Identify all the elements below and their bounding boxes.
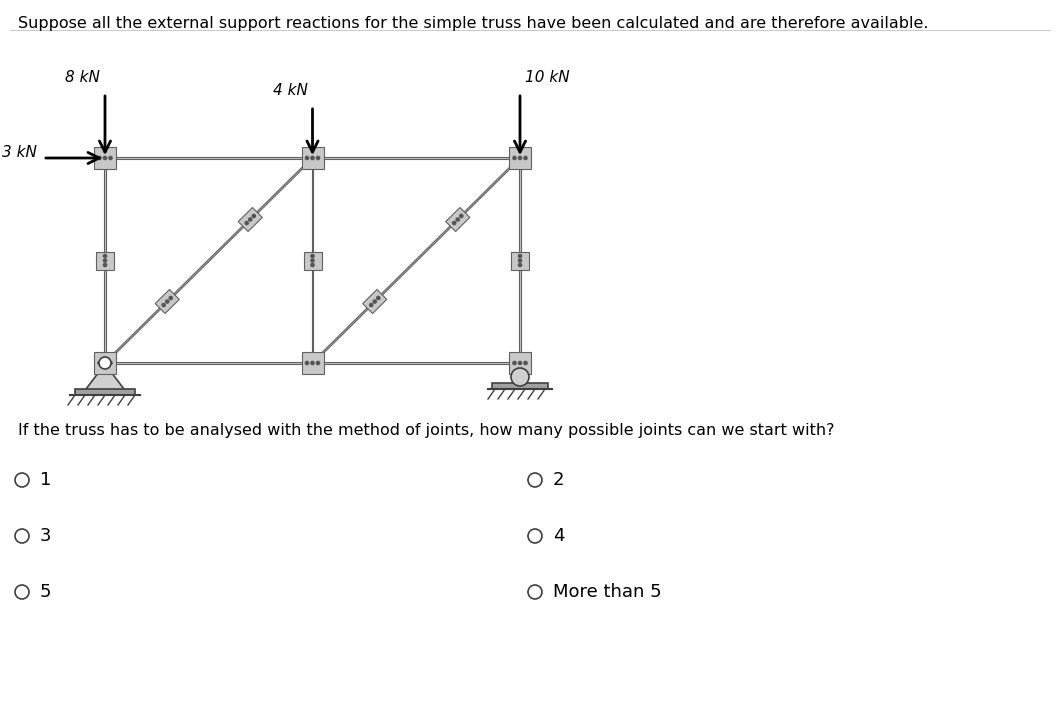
Polygon shape bbox=[239, 208, 262, 231]
Circle shape bbox=[311, 361, 314, 365]
Polygon shape bbox=[312, 158, 313, 363]
Text: 3: 3 bbox=[40, 527, 52, 545]
Circle shape bbox=[103, 259, 106, 262]
Circle shape bbox=[453, 221, 456, 225]
Bar bbox=[94, 147, 116, 169]
Polygon shape bbox=[155, 289, 179, 314]
Text: Suppose all the external support reactions for the simple truss have been calcul: Suppose all the external support reactio… bbox=[18, 16, 928, 31]
Circle shape bbox=[248, 218, 251, 221]
Circle shape bbox=[512, 157, 516, 159]
Circle shape bbox=[519, 157, 522, 159]
Circle shape bbox=[512, 361, 516, 365]
Circle shape bbox=[98, 361, 101, 365]
Text: 2: 2 bbox=[553, 471, 564, 489]
Circle shape bbox=[519, 259, 522, 262]
Circle shape bbox=[103, 254, 106, 258]
Bar bbox=[301, 147, 324, 169]
Circle shape bbox=[511, 368, 529, 386]
Bar bbox=[509, 147, 530, 169]
Circle shape bbox=[311, 254, 314, 258]
Bar bbox=[509, 352, 530, 374]
Circle shape bbox=[103, 157, 106, 159]
Circle shape bbox=[306, 157, 309, 159]
Circle shape bbox=[524, 361, 527, 365]
Circle shape bbox=[519, 254, 522, 258]
Circle shape bbox=[369, 304, 372, 307]
Text: 8 kN: 8 kN bbox=[65, 70, 100, 85]
Circle shape bbox=[377, 297, 380, 299]
Circle shape bbox=[99, 357, 111, 369]
Circle shape bbox=[524, 157, 527, 159]
Bar bbox=[303, 251, 321, 269]
Text: 4: 4 bbox=[553, 527, 564, 545]
Text: 3 kN: 3 kN bbox=[2, 144, 37, 159]
Circle shape bbox=[166, 300, 169, 303]
Text: 1: 1 bbox=[40, 471, 51, 489]
Circle shape bbox=[456, 218, 459, 221]
Circle shape bbox=[109, 157, 112, 159]
Polygon shape bbox=[363, 289, 387, 314]
Polygon shape bbox=[105, 363, 520, 364]
Circle shape bbox=[15, 529, 29, 543]
Circle shape bbox=[519, 361, 522, 365]
Circle shape bbox=[109, 361, 112, 365]
Circle shape bbox=[245, 221, 248, 225]
Circle shape bbox=[311, 264, 314, 266]
Polygon shape bbox=[83, 364, 127, 393]
Circle shape bbox=[98, 157, 101, 159]
Circle shape bbox=[528, 473, 542, 487]
Polygon shape bbox=[446, 208, 470, 231]
Circle shape bbox=[15, 473, 29, 487]
Text: More than 5: More than 5 bbox=[553, 583, 662, 601]
Text: 5: 5 bbox=[40, 583, 52, 601]
Circle shape bbox=[311, 259, 314, 262]
Polygon shape bbox=[312, 157, 521, 363]
Circle shape bbox=[316, 157, 319, 159]
Polygon shape bbox=[104, 157, 313, 363]
Circle shape bbox=[528, 585, 542, 599]
Circle shape bbox=[316, 361, 319, 365]
Circle shape bbox=[306, 361, 309, 365]
Bar bbox=[301, 352, 324, 374]
Circle shape bbox=[253, 215, 256, 218]
Bar bbox=[511, 251, 529, 269]
Circle shape bbox=[103, 361, 106, 365]
Circle shape bbox=[528, 529, 542, 543]
Bar bbox=[95, 251, 114, 269]
Polygon shape bbox=[104, 158, 106, 363]
Circle shape bbox=[373, 300, 377, 303]
Polygon shape bbox=[519, 158, 521, 363]
Bar bbox=[75, 389, 135, 395]
Text: If the truss has to be analysed with the method of joints, how many possible joi: If the truss has to be analysed with the… bbox=[18, 423, 835, 438]
Circle shape bbox=[311, 157, 314, 159]
Bar bbox=[492, 383, 547, 389]
Circle shape bbox=[169, 297, 172, 299]
Circle shape bbox=[519, 264, 522, 266]
Polygon shape bbox=[105, 157, 520, 159]
Circle shape bbox=[15, 585, 29, 599]
Text: 4 kN: 4 kN bbox=[273, 83, 308, 98]
Bar bbox=[94, 352, 116, 374]
Circle shape bbox=[162, 304, 166, 307]
Text: 10 kN: 10 kN bbox=[525, 70, 570, 85]
Circle shape bbox=[103, 264, 106, 266]
Circle shape bbox=[459, 215, 463, 218]
